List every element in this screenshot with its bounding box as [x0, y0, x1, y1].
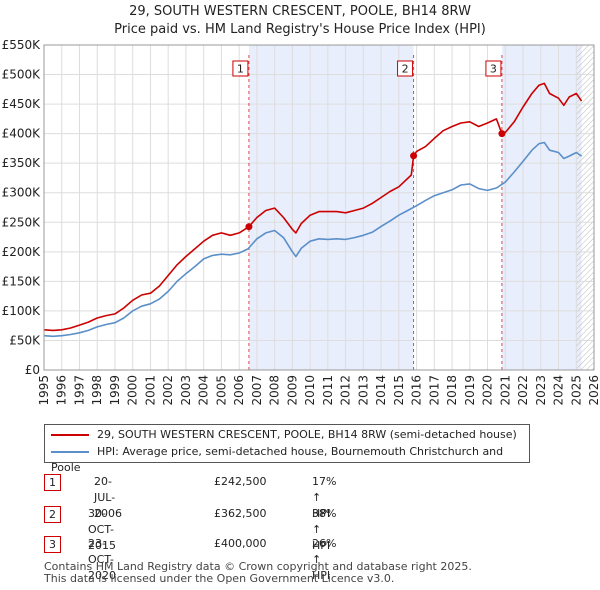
hpi-line	[44, 141, 583, 338]
sale-price: £362,500	[214, 507, 267, 520]
x-tick-label: 2005	[214, 375, 228, 406]
y-tick-label: £450K	[2, 97, 42, 111]
ownership-period-shading	[248, 45, 414, 370]
price-chart: 1 2 3 £0 £50K £100K £150K £200K £250K £300K £350K £…	[2, 38, 600, 406]
x-tick-label: 1995	[37, 375, 51, 406]
x-tick-label: 2010	[303, 375, 317, 406]
sale-hpi-change: 17% ↑ HPI	[312, 475, 337, 520]
legend-swatch-property	[51, 434, 89, 436]
footer-copyright: Contains HM Land Registry data © Crown c…	[44, 561, 472, 585]
x-tick-label: 2020	[481, 375, 495, 406]
x-tick-label: 2001	[143, 375, 157, 406]
x-tick-label: 1996	[55, 375, 69, 406]
sale-marker-label: 2	[402, 63, 409, 76]
footer-line-2: This data is licensed under the Open Gov…	[44, 572, 395, 585]
sale-point	[245, 223, 253, 231]
x-tick-label: 2006	[232, 375, 246, 406]
x-tick-label: 2013	[356, 375, 370, 406]
x-tick-label: 1997	[72, 375, 86, 406]
x-tick-label: 2011	[321, 375, 335, 406]
x-tick-label: 2004	[197, 375, 211, 406]
future-hatch-area	[576, 45, 594, 370]
sale-number-badge: 1	[44, 474, 61, 491]
y-tick-label: £400K	[2, 127, 42, 141]
x-tick-label: 2019	[463, 375, 477, 406]
footer-line-1: Contains HM Land Registry data © Crown c…	[44, 560, 472, 573]
sale-date: 30-OCT-2015	[88, 507, 116, 552]
x-tick-label: 2025	[569, 375, 583, 406]
y-tick-label: £100K	[2, 304, 42, 318]
y-tick-label: £250K	[2, 215, 42, 229]
sale-number-badge: 2	[44, 506, 61, 523]
x-tick-label: 2009	[285, 375, 299, 406]
sale-date: 23-OCT-2020	[88, 537, 116, 582]
x-tick-label: 2003	[179, 375, 193, 406]
x-tick-label: 2023	[534, 375, 548, 406]
sale-marker-label: 1	[237, 63, 244, 76]
x-tick-label: 2008	[268, 375, 282, 406]
x-tick-label: 1998	[90, 375, 104, 406]
x-tick-label: 2022	[516, 375, 530, 406]
sale-point	[410, 152, 418, 160]
sale-price: £400,000	[214, 537, 267, 550]
sale-hpi-change: 38% ↑ HPI	[312, 507, 337, 552]
x-tick-label: 2026	[587, 375, 600, 406]
sale-marker-box	[232, 60, 249, 77]
legend-entry-property: 29, SOUTH WESTERN CRESCENT, POOLE, BH14 …	[51, 427, 517, 443]
legend-label-hpi: HPI: Average price, semi-detached house,…	[51, 445, 504, 474]
x-tick-label: 2021	[498, 375, 512, 406]
x-tick-label: 1999	[108, 375, 122, 406]
sale-marker-label: 3	[490, 63, 497, 76]
sale-number-badge: 3	[44, 536, 61, 553]
x-tick-label: 2000	[126, 375, 140, 406]
sale-date: 20-JUL-2006	[94, 475, 122, 520]
y-tick-label: £500K	[2, 68, 42, 82]
sale-marker-box	[485, 60, 502, 77]
ownership-period-shading	[501, 45, 582, 370]
x-tick-label: 2018	[445, 375, 459, 406]
property-price-line	[44, 82, 583, 332]
x-tick-label: 2012	[339, 375, 353, 406]
sale-hpi-change: 26% ↑ HPI	[312, 537, 337, 582]
plot-frame	[43, 44, 595, 371]
y-tick-label: £350K	[2, 156, 42, 170]
x-tick-label: 2015	[392, 375, 406, 406]
y-tick-label: £200K	[2, 245, 42, 259]
x-tick-label: 2024	[552, 375, 566, 406]
chart-subtitle: Price paid vs. HM Land Registry's House …	[114, 22, 486, 37]
y-tick-label: £300K	[2, 186, 42, 200]
legend-label-property: 29, SOUTH WESTERN CRESCENT, POOLE, BH14 …	[97, 428, 517, 441]
y-tick-label: £550K	[2, 38, 42, 52]
chart-title: 29, SOUTH WESTERN CRESCENT, POOLE, BH14 …	[129, 4, 471, 19]
chart-legend: 29, SOUTH WESTERN CRESCENT, POOLE, BH14 …	[44, 424, 530, 474]
x-tick-label: 2017	[427, 375, 441, 406]
y-tick-label: £50K	[9, 333, 41, 347]
x-tick-label: 2016	[410, 375, 424, 406]
y-tick-label: £150K	[2, 274, 42, 288]
sale-price: £242,500	[214, 475, 267, 488]
y-tick-label: £0	[25, 363, 40, 377]
x-tick-label: 2014	[374, 375, 388, 406]
sale-point	[498, 130, 506, 138]
x-tick-label: 2002	[161, 375, 175, 406]
sale-marker-box	[397, 60, 414, 77]
x-tick-label: 2007	[250, 375, 264, 406]
legend-swatch-hpi	[51, 451, 89, 453]
legend-entry-hpi: HPI: Average price, semi-detached house,…	[51, 444, 529, 474]
